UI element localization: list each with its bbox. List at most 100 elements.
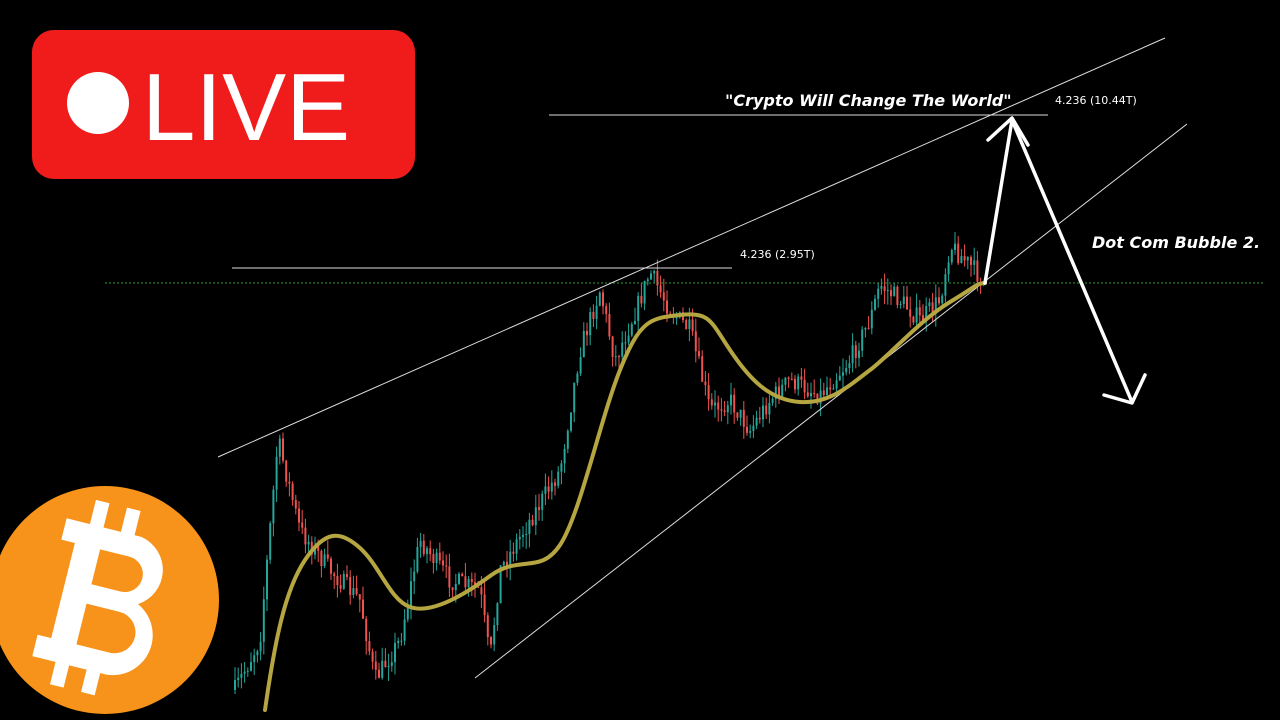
candle-body: [381, 660, 384, 678]
candle-body: [582, 330, 585, 358]
candle-body: [704, 381, 707, 386]
candle-body: [336, 576, 339, 586]
candle-body: [787, 377, 790, 379]
candle-body: [806, 392, 809, 397]
candle-body: [563, 448, 566, 464]
candle-body: [272, 489, 275, 524]
candle-body: [883, 286, 886, 291]
candle-body: [448, 566, 451, 588]
candle-body: [918, 307, 921, 316]
candle-body: [720, 409, 723, 411]
candle-body: [694, 331, 697, 352]
candle-body: [608, 313, 611, 337]
candle-body: [397, 640, 400, 643]
candle-body: [947, 262, 950, 275]
candle-body: [835, 380, 838, 389]
candle-body: [285, 460, 288, 482]
candle-body: [765, 405, 768, 415]
candle-body: [333, 573, 336, 577]
candle-body: [915, 307, 918, 323]
candle-body: [797, 376, 800, 390]
logo-tick: [88, 499, 110, 533]
candle-body: [486, 615, 489, 638]
candle-body: [550, 482, 553, 492]
candle-body: [934, 297, 937, 313]
candle-body: [870, 309, 873, 329]
candle-body: [771, 398, 774, 403]
candle-body: [848, 363, 851, 369]
candle-body: [643, 281, 646, 304]
candle-body: [890, 290, 892, 297]
candle-body: [819, 390, 822, 404]
candle-body: [237, 677, 240, 681]
candle-body: [432, 554, 435, 564]
candle-body: [762, 405, 764, 420]
candle-body: [960, 255, 963, 264]
candle-body: [650, 273, 652, 280]
candle-body: [458, 573, 460, 584]
candle-body: [522, 534, 524, 537]
candle-body: [832, 388, 835, 390]
candle-body: [880, 286, 883, 289]
candle-body: [816, 393, 819, 404]
candle-body: [803, 379, 806, 393]
badge-label: LIVE: [142, 54, 350, 161]
candle-body: [355, 588, 358, 595]
candle-body: [886, 290, 889, 292]
candle-body: [755, 417, 758, 426]
candle-body: [435, 552, 438, 564]
candle-body: [829, 387, 832, 390]
candle-body: [512, 551, 515, 554]
candle-body: [509, 551, 512, 567]
candle-body: [502, 561, 505, 566]
candle-body: [403, 619, 406, 641]
candle-body: [688, 319, 691, 329]
candle-body: [842, 372, 844, 376]
candle-body: [454, 583, 457, 591]
candle-body: [662, 292, 665, 301]
logo-tick: [119, 507, 141, 541]
candle-body: [541, 493, 544, 510]
candle-body: [938, 297, 940, 304]
candle-body: [378, 669, 380, 678]
candle-body: [618, 356, 620, 358]
candle-body: [659, 285, 662, 293]
candle-body: [822, 390, 825, 396]
candle-body: [614, 356, 617, 358]
candle-body: [442, 560, 444, 566]
candle-body: [698, 351, 700, 357]
candle-body: [547, 486, 550, 492]
candle-body: [758, 417, 761, 420]
candle-body: [752, 425, 755, 431]
candle-body: [973, 260, 976, 265]
candle-body: [928, 302, 931, 307]
candle-body: [925, 306, 928, 322]
candle-body: [426, 548, 428, 554]
candle-body: [499, 565, 502, 604]
candle-body: [637, 295, 640, 321]
candle-body: [838, 375, 841, 381]
candle-body: [640, 295, 643, 304]
candle-body: [269, 523, 272, 560]
candle-body: [352, 588, 355, 596]
candle-body: [317, 545, 320, 551]
candle-body: [262, 599, 265, 642]
candle-body: [909, 309, 912, 317]
candle-body: [941, 295, 944, 304]
candle-body: [534, 507, 537, 526]
candle-body: [707, 385, 710, 400]
candle-body: [749, 430, 752, 433]
candle-body: [416, 546, 419, 572]
candle-body: [413, 571, 416, 582]
candle-body: [784, 377, 787, 385]
candle-body: [515, 539, 518, 554]
candle-body: [922, 315, 924, 322]
candle-body: [304, 527, 307, 545]
logo-b: [32, 499, 163, 696]
candle-body: [291, 483, 294, 501]
candle-body: [653, 270, 656, 274]
candle-body: [365, 618, 368, 642]
candle-body: [374, 661, 377, 670]
candle-body: [595, 305, 598, 319]
candle-body: [349, 577, 352, 596]
